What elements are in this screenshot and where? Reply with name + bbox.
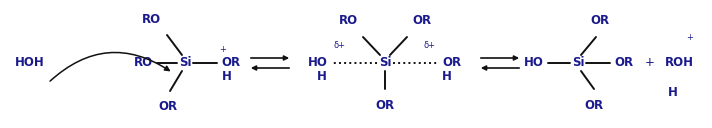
Text: H: H — [442, 71, 452, 83]
Text: H: H — [317, 71, 327, 83]
Text: HO: HO — [524, 56, 544, 68]
Text: OR: OR — [412, 14, 431, 27]
Text: OR: OR — [590, 14, 609, 27]
Text: RO: RO — [339, 14, 358, 27]
Text: Si: Si — [179, 56, 192, 70]
Text: Si: Si — [379, 56, 392, 70]
Text: OR: OR — [375, 99, 394, 112]
Text: +: + — [219, 45, 226, 55]
Text: +: + — [686, 33, 693, 41]
Text: OR: OR — [221, 56, 240, 68]
Text: OR: OR — [614, 56, 633, 68]
Text: δ+: δ+ — [334, 40, 346, 50]
Text: RO: RO — [142, 13, 161, 26]
Text: Si: Si — [572, 56, 585, 70]
Text: +: + — [645, 56, 655, 68]
Text: HO: HO — [308, 56, 328, 68]
Text: OR: OR — [585, 99, 604, 112]
Text: H: H — [222, 71, 232, 83]
Text: δ+: δ+ — [424, 40, 436, 50]
Text: HOH: HOH — [15, 56, 45, 70]
Text: OR: OR — [159, 100, 177, 113]
Text: RO: RO — [134, 56, 153, 68]
Text: OR: OR — [442, 56, 461, 68]
Text: H: H — [668, 86, 678, 99]
Text: ROH: ROH — [665, 56, 694, 68]
